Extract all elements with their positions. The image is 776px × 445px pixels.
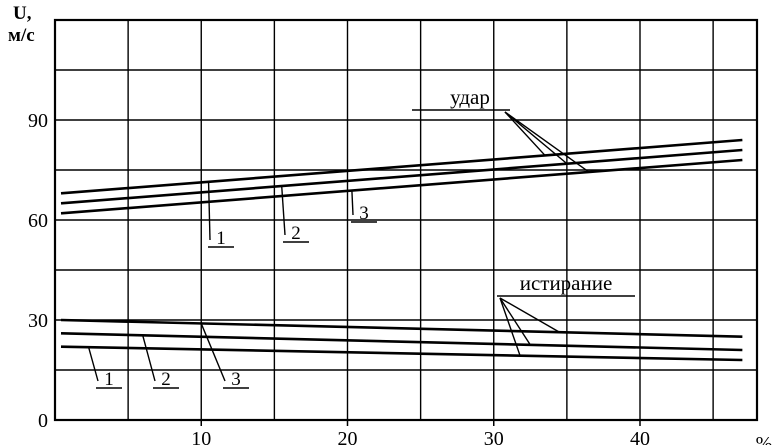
callout-pointer <box>504 111 568 165</box>
group-label: истирание <box>520 271 613 295</box>
series-line <box>60 332 743 352</box>
series-lines <box>60 138 743 362</box>
series-line <box>60 345 743 362</box>
curve-label-pointer <box>142 335 156 382</box>
series-line <box>60 318 743 338</box>
x-axis-label: % <box>756 433 773 445</box>
curve-number-label: 3 <box>359 203 369 224</box>
curve-number-label: 1 <box>104 369 114 390</box>
curve-number-label: 2 <box>291 223 301 244</box>
curve-label-pointer <box>87 347 99 382</box>
axis-labels: U,м/с% <box>8 3 772 445</box>
y-tick-label: 0 <box>38 410 48 432</box>
curve-number-label: 2 <box>161 369 171 390</box>
x-tick-label: 30 <box>484 428 504 445</box>
callout-pointer <box>499 297 521 356</box>
grid <box>55 19 757 420</box>
series-line <box>60 158 743 215</box>
callout-pointer <box>499 297 531 346</box>
y-axis-label: U, <box>13 3 32 24</box>
curve-number-label: 1 <box>216 228 226 249</box>
curve-number-label: 3 <box>231 369 241 390</box>
curve-label-pointer <box>200 323 226 382</box>
callouts: удар 1 2 3 истирание 1 2 3 <box>87 85 635 390</box>
y-axis-unit-label: м/с <box>8 25 35 46</box>
series-line <box>60 148 743 205</box>
callout-pointer <box>499 297 560 333</box>
y-tick-label: 30 <box>28 310 48 332</box>
x-tick-label: 40 <box>630 428 650 445</box>
axes <box>53 18 759 426</box>
curve-label-pointer <box>280 185 286 236</box>
curve-label-pointer <box>351 190 354 216</box>
y-tick-label: 90 <box>28 110 48 132</box>
callout-pointer <box>504 111 546 156</box>
tick-labels: 0 30 60 90 10 20 30 40 <box>28 110 650 445</box>
series-line <box>60 138 743 195</box>
y-tick-label: 60 <box>28 210 48 232</box>
plot-frame <box>53 18 759 422</box>
curve-label-pointer <box>207 181 211 241</box>
group-label: удар <box>450 85 490 109</box>
x-tick-label: 20 <box>338 428 358 445</box>
callout-pointer <box>504 111 590 173</box>
x-tick-label: 10 <box>191 428 211 445</box>
